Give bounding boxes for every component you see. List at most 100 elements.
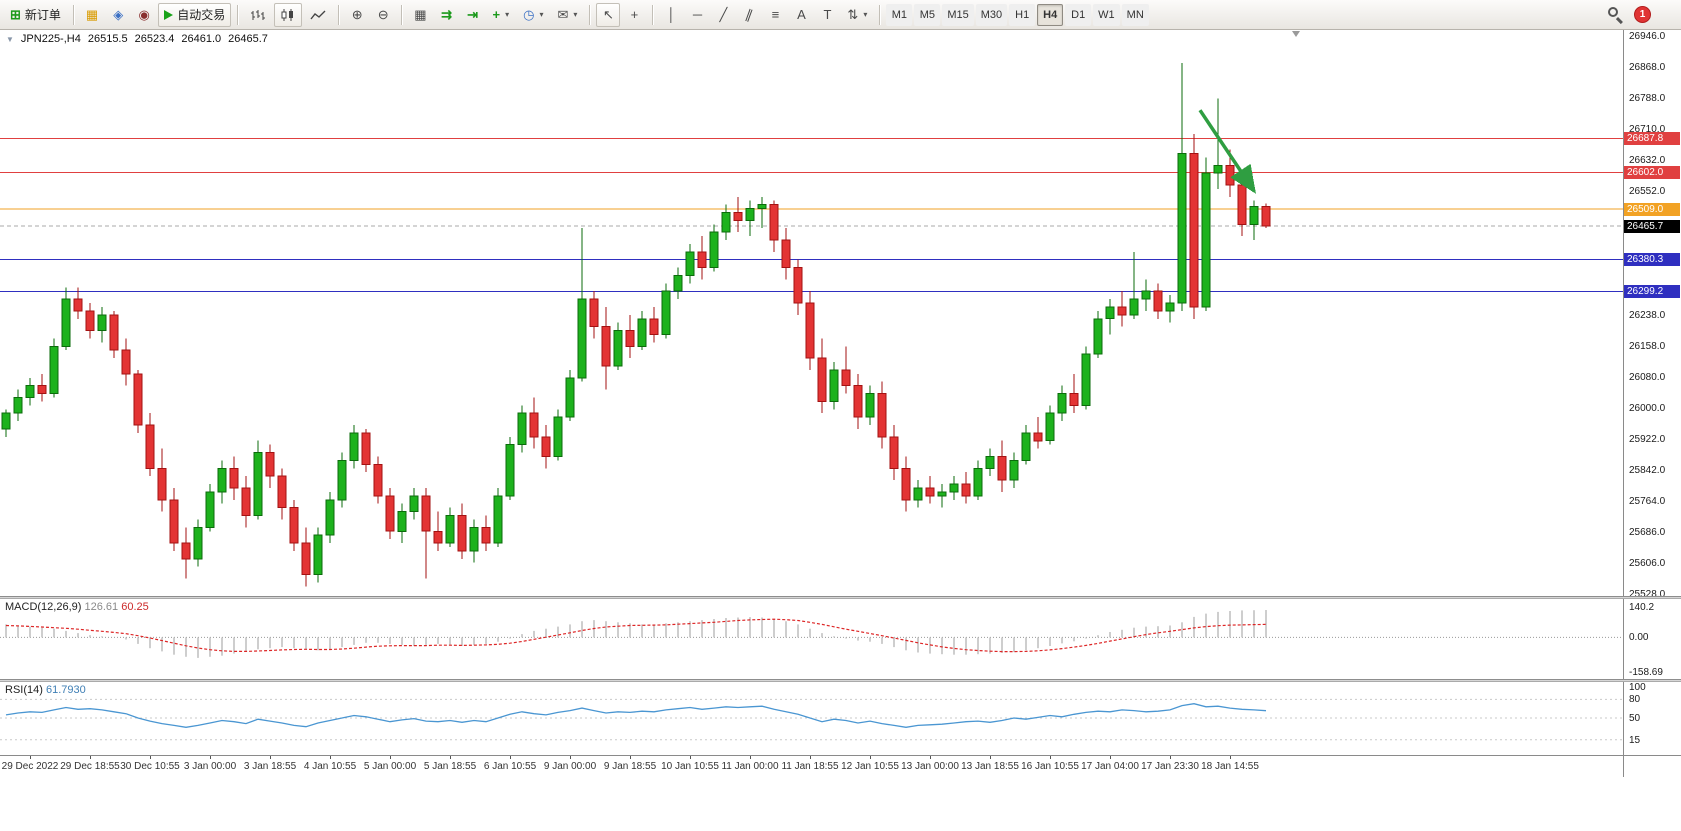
auto-scroll-button[interactable]: ⇉ — [435, 3, 459, 27]
candle — [541, 436, 551, 457]
terminal-button[interactable]: ◉ — [132, 3, 156, 27]
line-chart-button[interactable] — [304, 3, 332, 27]
market-watch-button[interactable]: ▦ — [80, 3, 104, 27]
price-tick-label: 26788.0 — [1629, 93, 1666, 105]
candle — [265, 452, 275, 477]
candle — [985, 456, 995, 469]
indicators-button[interactable]: + ▾ — [487, 3, 516, 27]
timeframe-m5-button[interactable]: M5 — [914, 3, 941, 26]
new-order-icon: ⊞ — [10, 7, 21, 22]
pane-splitter[interactable] — [0, 596, 1681, 599]
candle — [697, 251, 707, 269]
time-axis[interactable]: 29 Dec 2022 29 Dec 18:55 30 Dec 10:55 3 Jan… — [0, 755, 1623, 777]
time-label: 13 Jan 00:00 — [901, 761, 959, 772]
text-button[interactable]: A — [789, 3, 813, 27]
chart-shift-button[interactable]: ⇥ — [461, 3, 485, 27]
templates-button[interactable]: ✉ ▾ — [552, 3, 584, 27]
candle — [1213, 164, 1223, 174]
candle — [1225, 164, 1235, 186]
annotation-arrow[interactable] — [1198, 109, 1256, 194]
crosshair-button[interactable]: + — [622, 3, 646, 27]
candle — [409, 495, 419, 512]
price-tick-label: 25764.0 — [1629, 496, 1666, 508]
time-tick — [270, 756, 271, 759]
price-tick-label: 26158.0 — [1629, 341, 1666, 353]
candle — [121, 349, 131, 375]
text-label-button[interactable]: T — [815, 3, 839, 27]
chevron-down-icon: ▾ — [539, 10, 544, 19]
tile-windows-button[interactable]: ▦ — [408, 3, 432, 27]
candle — [73, 298, 83, 312]
macd-tick-label: -158.69 — [1629, 666, 1663, 678]
candle — [349, 432, 359, 461]
candlestick-chart-button[interactable] — [274, 2, 303, 27]
candle — [109, 314, 119, 351]
candle — [613, 330, 623, 367]
trendline-button[interactable]: ╱ — [711, 3, 735, 27]
bar-chart-button[interactable] — [244, 3, 272, 27]
candlestick-chart[interactable] — [0, 30, 1623, 596]
candle — [1249, 206, 1259, 225]
one-click-trading-toggle[interactable]: ▼ — [6, 34, 14, 44]
rsi-pane[interactable]: RSI(14) 61.7930 — [0, 682, 1623, 755]
chevron-down-icon: ▾ — [505, 10, 510, 19]
toolbar-separator — [72, 4, 74, 25]
timeframe-h4-button[interactable]: H4 — [1037, 3, 1064, 26]
zoom-out-button[interactable]: ⊖ — [371, 3, 395, 27]
chart-shift-marker[interactable] — [1292, 31, 1300, 37]
timeframe-m1-button[interactable]: M1 — [886, 3, 913, 26]
rsi-label: RSI(14) 61.7930 — [5, 684, 86, 696]
timeframe-h1-button[interactable]: H1 — [1009, 3, 1036, 26]
rsi-scale[interactable]: 100 80 50 15 — [1623, 682, 1681, 755]
candle — [877, 393, 887, 438]
price-chart-pane[interactable]: ▼ JPN225-,H4 26515.5 26523.4 26461.0 264… — [0, 30, 1623, 596]
ohlc-low: 26461.0 — [181, 33, 222, 45]
channel-button[interactable]: ∥ — [737, 3, 761, 27]
new-order-button[interactable]: ⊞ 新订单 — [4, 3, 67, 27]
periods-button[interactable]: ◷ ▾ — [517, 3, 549, 27]
pane-splitter[interactable] — [0, 679, 1681, 682]
candle — [385, 495, 395, 532]
navigator-button[interactable]: ◈ — [106, 3, 130, 27]
time-label: 18 Jan 14:55 — [1201, 761, 1259, 772]
toolbar: ⊞ 新订单 ▦ ◈ ◉ 自动交易 — [0, 0, 1681, 30]
rsi-tick-label: 15 — [1629, 734, 1641, 746]
candle — [673, 275, 683, 292]
timeframe-m15-button[interactable]: M15 — [942, 3, 974, 26]
candle — [805, 302, 815, 359]
candle — [889, 436, 899, 469]
candle — [1057, 393, 1067, 414]
time-label: 17 Jan 23:30 — [1141, 761, 1199, 772]
time-tick — [630, 756, 631, 759]
arrows-button[interactable]: ⇅ ▾ — [841, 3, 873, 27]
zoom-in-button[interactable]: ⊕ — [345, 3, 369, 27]
candle — [589, 298, 599, 328]
search-icon[interactable] — [1607, 6, 1624, 24]
timeframe-m30-button[interactable]: M30 — [975, 3, 1008, 26]
cursor-button[interactable]: ↖ — [596, 2, 621, 27]
time-label: 17 Jan 04:00 — [1081, 761, 1139, 772]
horizontal-line-button[interactable]: ─ — [685, 3, 709, 27]
candle — [253, 452, 263, 516]
price-scale[interactable]: 26946.0 26868.0 26788.0 26710.0 26632.0 26552… — [1623, 30, 1681, 596]
timeframe-d1-button[interactable]: D1 — [1065, 3, 1092, 26]
zoom-out-icon: ⊖ — [377, 7, 389, 22]
timeframe-mn-button[interactable]: MN — [1121, 3, 1149, 26]
time-tick — [150, 756, 151, 759]
autotrading-button[interactable]: 自动交易 — [158, 2, 232, 27]
time-tick — [1230, 756, 1231, 759]
price-tick-label: 26868.0 — [1629, 61, 1666, 73]
notification-badge[interactable]: 1 — [1634, 6, 1651, 23]
candle — [937, 491, 947, 497]
rsi-value: 61.7930 — [45, 684, 86, 696]
vertical-line-icon: │ — [667, 7, 676, 22]
text-label-icon: T — [823, 7, 832, 22]
candle — [1, 412, 11, 430]
price-tick-label: 26238.0 — [1629, 309, 1666, 321]
macd-pane[interactable]: MACD(12,26,9) 126.61 60.25 — [0, 599, 1623, 679]
hline-price-label: 26687.8 — [1624, 132, 1680, 146]
timeframe-w1-button[interactable]: W1 — [1093, 3, 1120, 26]
macd-scale[interactable]: 140.2 0.00 -158.69 — [1623, 599, 1681, 679]
fibonacci-button[interactable]: ≡ — [763, 3, 787, 27]
vertical-line-button[interactable]: │ — [659, 3, 683, 27]
